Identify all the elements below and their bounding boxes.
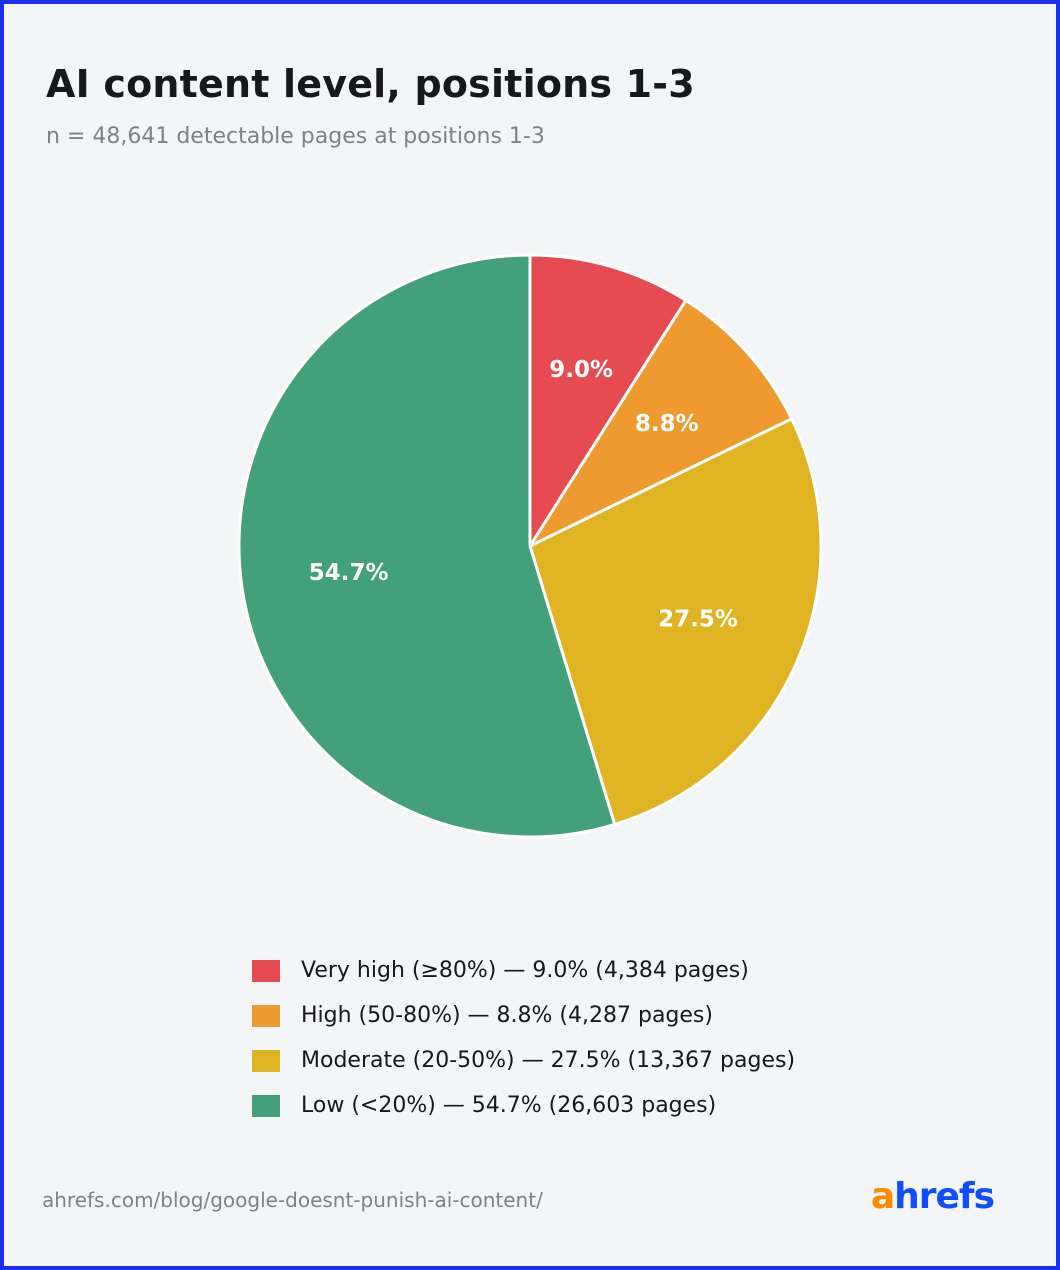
legend-label-very-high: Very high (≥80%) — 9.0% (4,384 pages) — [301, 958, 749, 983]
legend-swatch-high — [252, 1004, 280, 1027]
logo-wordmark-rest: hrefs — [894, 1176, 995, 1217]
legend-swatch-low — [252, 1094, 280, 1117]
pie-label-high: 8.8% — [635, 411, 699, 437]
legend-swatch-moderate — [252, 1049, 280, 1072]
ahrefs-logo[interactable]: ahrefs — [870, 1176, 995, 1217]
pie-label-low: 54.7% — [309, 560, 389, 586]
chart-title: AI content level, positions 1-3 — [46, 62, 695, 106]
pie-label-moderate: 27.5% — [658, 606, 738, 632]
legend-item-very-high: Very high (≥80%) — 9.0% (4,384 pages) — [252, 948, 795, 993]
legend-item-low: Low (<20%) — 54.7% (26,603 pages) — [252, 1083, 795, 1128]
legend-label-high: High (50-80%) — 8.8% (4,287 pages) — [301, 1003, 713, 1028]
pie-label-very-high: 9.0% — [549, 357, 613, 383]
legend-item-moderate: Moderate (20-50%) — 27.5% (13,367 pages) — [252, 1038, 795, 1083]
legend-label-low: Low (<20%) — 54.7% (26,603 pages) — [301, 1093, 717, 1118]
legend: Very high (≥80%) — 9.0% (4,384 pages) Hi… — [252, 948, 795, 1128]
pie-slice-high — [528, 298, 794, 548]
logo-letter-a: a — [870, 1176, 895, 1217]
pie-labels: 9.0% 8.8% 27.5% 54.7% — [309, 357, 738, 632]
source-link[interactable]: ahrefs.com/blog/google-doesnt-punish-ai-… — [42, 1188, 543, 1212]
legend-label-moderate: Moderate (20-50%) — 27.5% (13,367 pages) — [301, 1048, 796, 1073]
chart-subtitle: n = 48,641 detectable pages at positions… — [46, 124, 545, 149]
legend-item-high: High (50-80%) — 8.8% (4,287 pages) — [252, 993, 795, 1038]
pie-slices — [237, 253, 823, 839]
pie-slice-very-high — [528, 253, 688, 548]
pie-slice-low — [237, 253, 617, 839]
pie-slice-moderate — [528, 417, 823, 826]
legend-swatch-very-high — [252, 959, 280, 982]
